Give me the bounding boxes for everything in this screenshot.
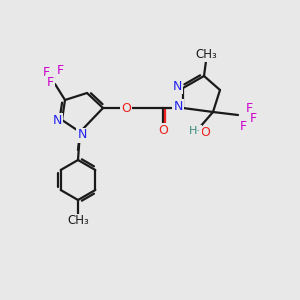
Text: F: F [245,103,253,116]
Text: N: N [52,113,62,127]
Text: N: N [172,80,182,92]
Text: CH₃: CH₃ [67,214,89,227]
Text: N: N [173,100,183,112]
Text: F: F [46,76,54,88]
Text: F: F [239,119,247,133]
Text: H·: H· [189,126,201,136]
Text: F: F [249,112,256,125]
Text: O: O [200,127,210,140]
Text: F: F [42,65,50,79]
Text: O: O [121,101,131,115]
Text: N: N [77,128,87,142]
Text: F: F [56,64,64,76]
Text: CH₃: CH₃ [195,49,217,62]
Text: O: O [158,124,168,136]
